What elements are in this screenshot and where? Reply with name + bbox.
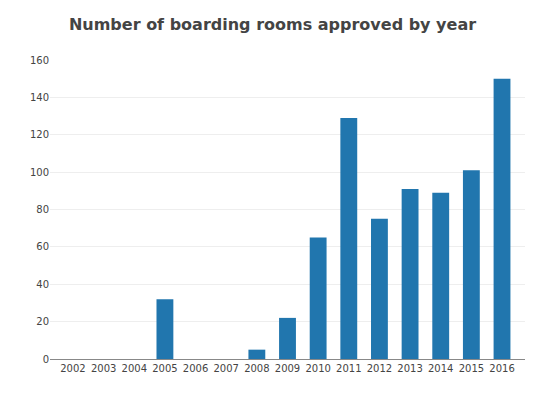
svg-text:60: 60: [36, 241, 49, 252]
svg-text:160: 160: [30, 55, 49, 66]
svg-text:2008: 2008: [244, 363, 269, 374]
svg-text:2004: 2004: [122, 363, 147, 374]
svg-text:2009: 2009: [275, 363, 300, 374]
svg-text:2014: 2014: [428, 363, 453, 374]
svg-text:Number of boarding rooms appro: Number of boarding rooms approved by yea…: [69, 15, 476, 34]
svg-text:100: 100: [30, 167, 49, 178]
svg-text:2016: 2016: [489, 363, 514, 374]
svg-text:2015: 2015: [459, 363, 484, 374]
svg-text:120: 120: [30, 129, 49, 140]
svg-text:80: 80: [36, 204, 49, 215]
svg-text:2006: 2006: [183, 363, 208, 374]
svg-text:0: 0: [43, 354, 49, 365]
svg-text:2002: 2002: [60, 363, 85, 374]
svg-text:2007: 2007: [213, 363, 238, 374]
svg-text:2012: 2012: [367, 363, 392, 374]
svg-text:2011: 2011: [336, 363, 361, 374]
svg-text:2003: 2003: [91, 363, 116, 374]
svg-text:20: 20: [36, 316, 49, 327]
svg-text:2005: 2005: [152, 363, 177, 374]
svg-text:40: 40: [36, 279, 49, 290]
svg-text:2013: 2013: [397, 363, 422, 374]
svg-text:2010: 2010: [305, 363, 330, 374]
svg-text:140: 140: [30, 92, 49, 103]
